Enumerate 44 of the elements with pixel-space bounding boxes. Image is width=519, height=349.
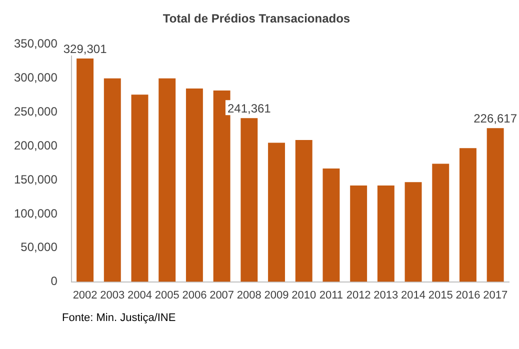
bar	[158, 78, 176, 282]
x-tick-label: 2016	[456, 289, 480, 302]
bar	[486, 128, 504, 282]
x-tick-label: 2010	[292, 289, 316, 302]
y-tick-label: 50,000	[20, 240, 58, 254]
data-label: 226,617	[474, 111, 518, 126]
y-tick-label: 100,000	[14, 206, 58, 220]
bar	[268, 142, 285, 282]
x-tick-label: 2011	[319, 289, 344, 302]
x-tick-label: 2002	[72, 289, 98, 302]
chart-title: Total de Prédios Transacionados	[162, 12, 350, 26]
bar	[104, 78, 121, 282]
x-tick-label: 2013	[374, 289, 398, 302]
y-tick-label: 150,000	[14, 172, 58, 186]
x-tick-label: 2009	[264, 289, 289, 302]
y-tick-label: 250,000	[14, 104, 58, 119]
x-tick-label: 2003	[100, 289, 125, 302]
bar	[76, 58, 94, 282]
bar	[350, 185, 368, 282]
bar	[377, 185, 394, 282]
bar	[322, 168, 340, 282]
y-tick-label: 0	[50, 274, 58, 288]
y-tick-label: 300,000	[14, 70, 58, 85]
x-tick-label: 2006	[182, 289, 207, 302]
bar	[131, 94, 148, 282]
x-tick-label: 2017	[483, 289, 508, 302]
bar	[240, 118, 258, 282]
x-tick-label: 2012	[346, 289, 371, 302]
bar	[295, 140, 312, 282]
x-tick-label: 2007	[210, 289, 234, 302]
x-tick-label: 2008	[236, 289, 262, 302]
y-tick-label: 350,000	[14, 36, 58, 51]
data-label: 329,301	[63, 42, 108, 56]
data-label: 241,361	[227, 101, 272, 116]
bar	[459, 148, 476, 282]
bar	[186, 88, 203, 282]
source-note: Fonte: Min. Justiça/INE	[62, 312, 176, 324]
x-tick-label: 2005	[154, 289, 180, 302]
bar	[404, 182, 422, 282]
y-tick-label: 200,000	[14, 138, 58, 152]
x-tick-label: 2015	[428, 289, 453, 302]
x-tick-label: 2004	[128, 289, 152, 302]
bar	[432, 164, 450, 282]
x-tick-label: 2014	[401, 289, 426, 302]
